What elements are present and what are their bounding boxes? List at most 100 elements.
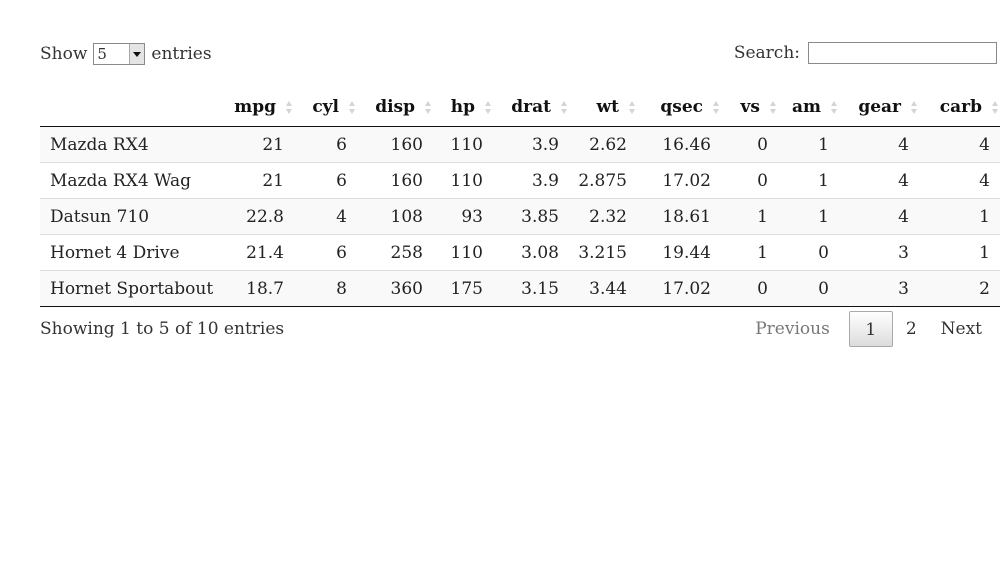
page-button-1[interactable]: 1 bbox=[849, 311, 893, 347]
search-filter: Search: bbox=[734, 42, 997, 64]
table-info: Showing 1 to 5 of 10 entries bbox=[40, 319, 284, 339]
cell-qsec: 16.46 bbox=[637, 127, 721, 163]
cell-disp: 160 bbox=[357, 163, 433, 199]
row-name-cell: Mazda RX4 Wag bbox=[40, 163, 228, 199]
column-header-label: mpg bbox=[234, 97, 286, 117]
sort-icon bbox=[629, 101, 636, 115]
row-name-cell: Hornet Sportabout bbox=[40, 271, 228, 307]
cell-mpg: 22.8 bbox=[228, 199, 294, 235]
page-length-select[interactable]: 5 bbox=[93, 43, 145, 65]
table-row: Mazda RX4 Wag 21 6 160 110 3.9 2.875 17.02 0 1 4 4 bbox=[40, 163, 1000, 199]
column-header-label: wt bbox=[597, 97, 630, 117]
column-header-label: am bbox=[792, 97, 831, 117]
column-header-qsec[interactable]: qsec bbox=[637, 88, 721, 127]
table-row: Mazda RX4 21 6 160 110 3.9 2.62 16.46 0 1 4 4 bbox=[40, 127, 1000, 163]
cell-drat: 3.08 bbox=[493, 235, 569, 271]
cell-wt: 2.62 bbox=[569, 127, 637, 163]
next-button[interactable]: Next bbox=[930, 311, 1000, 347]
cell-am: 1 bbox=[778, 163, 839, 199]
pagination: Previous 1 2 Next bbox=[744, 311, 1000, 347]
previous-button[interactable]: Previous bbox=[744, 311, 841, 347]
datatable-wrapper: Show 5 entries Search: mpg cyl disp hp drat w… bbox=[40, 40, 1000, 351]
cell-hp: 110 bbox=[433, 163, 493, 199]
cell-gear: 4 bbox=[839, 163, 919, 199]
length-prefix: Show bbox=[40, 44, 87, 64]
cell-carb: 2 bbox=[919, 271, 1000, 307]
column-header-gear[interactable]: gear bbox=[839, 88, 919, 127]
length-menu: Show 5 entries bbox=[40, 43, 212, 65]
column-header-label: vs bbox=[741, 97, 770, 117]
cell-disp: 160 bbox=[357, 127, 433, 163]
column-header-mpg[interactable]: mpg bbox=[228, 88, 294, 127]
cell-hp: 93 bbox=[433, 199, 493, 235]
cell-vs: 0 bbox=[721, 163, 778, 199]
table-row: Hornet Sportabout 18.7 8 360 175 3.15 3.44 17.0… bbox=[40, 271, 1000, 307]
cell-carb: 1 bbox=[919, 235, 1000, 271]
column-header-am[interactable]: am bbox=[778, 88, 839, 127]
cell-cyl: 8 bbox=[294, 271, 357, 307]
column-header-disp[interactable]: disp bbox=[357, 88, 433, 127]
cell-disp: 108 bbox=[357, 199, 433, 235]
cell-cyl: 6 bbox=[294, 163, 357, 199]
column-header-drat[interactable]: drat bbox=[493, 88, 569, 127]
cell-drat: 3.9 bbox=[493, 127, 569, 163]
dropdown-arrow-icon[interactable] bbox=[129, 44, 144, 64]
cell-am: 1 bbox=[778, 199, 839, 235]
column-header-carb[interactable]: carb bbox=[919, 88, 1000, 127]
column-header-label: carb bbox=[940, 97, 992, 117]
table-controls: Show 5 entries Search: bbox=[40, 40, 1000, 88]
search-label: Search: bbox=[734, 43, 800, 63]
page-length-value: 5 bbox=[97, 45, 107, 63]
cell-disp: 258 bbox=[357, 235, 433, 271]
cell-gear: 4 bbox=[839, 127, 919, 163]
cell-drat: 3.15 bbox=[493, 271, 569, 307]
cell-gear: 3 bbox=[839, 271, 919, 307]
sort-icon bbox=[770, 101, 777, 115]
table-row: Hornet 4 Drive 21.4 6 258 110 3.08 3.215 19.44 1… bbox=[40, 235, 1000, 271]
cell-hp: 110 bbox=[433, 127, 493, 163]
cell-drat: 3.9 bbox=[493, 163, 569, 199]
cell-drat: 3.85 bbox=[493, 199, 569, 235]
table-header-row: mpg cyl disp hp drat wt qsec vs am gear carb bbox=[40, 88, 1000, 127]
cell-mpg: 21 bbox=[228, 127, 294, 163]
length-suffix: entries bbox=[151, 44, 211, 64]
cell-hp: 110 bbox=[433, 235, 493, 271]
cell-qsec: 19.44 bbox=[637, 235, 721, 271]
row-name-cell: Mazda RX4 bbox=[40, 127, 228, 163]
cell-mpg: 21 bbox=[228, 163, 294, 199]
cell-vs: 1 bbox=[721, 235, 778, 271]
cell-gear: 4 bbox=[839, 199, 919, 235]
sort-icon bbox=[425, 101, 432, 115]
sort-icon bbox=[349, 101, 356, 115]
cell-wt: 2.875 bbox=[569, 163, 637, 199]
row-name-cell: Datsun 710 bbox=[40, 199, 228, 235]
cell-qsec: 17.02 bbox=[637, 271, 721, 307]
column-header-label: cyl bbox=[312, 97, 349, 117]
cell-wt: 3.215 bbox=[569, 235, 637, 271]
column-header-label: drat bbox=[511, 97, 561, 117]
search-input[interactable] bbox=[808, 42, 997, 64]
cell-am: 1 bbox=[778, 127, 839, 163]
column-header-vs[interactable]: vs bbox=[721, 88, 778, 127]
column-header-hp[interactable]: hp bbox=[433, 88, 493, 127]
cell-cyl: 6 bbox=[294, 127, 357, 163]
cell-am: 0 bbox=[778, 235, 839, 271]
cell-mpg: 21.4 bbox=[228, 235, 294, 271]
cell-cyl: 4 bbox=[294, 199, 357, 235]
cell-vs: 0 bbox=[721, 127, 778, 163]
sort-icon bbox=[561, 101, 568, 115]
cell-cyl: 6 bbox=[294, 235, 357, 271]
column-header-label: disp bbox=[375, 97, 425, 117]
cell-vs: 0 bbox=[721, 271, 778, 307]
cell-gear: 3 bbox=[839, 235, 919, 271]
data-table: mpg cyl disp hp drat wt qsec vs am gear carb Mazda… bbox=[40, 88, 1000, 307]
column-header-label: hp bbox=[451, 97, 485, 117]
cell-wt: 3.44 bbox=[569, 271, 637, 307]
column-header-label: gear bbox=[858, 97, 911, 117]
column-header-wt[interactable]: wt bbox=[569, 88, 637, 127]
cell-wt: 2.32 bbox=[569, 199, 637, 235]
sort-icon bbox=[286, 101, 293, 115]
table-body: Mazda RX4 21 6 160 110 3.9 2.62 16.46 0 1 4 4 Mazda … bbox=[40, 127, 1000, 307]
page-button-2[interactable]: 2 bbox=[893, 311, 930, 347]
column-header-cyl[interactable]: cyl bbox=[294, 88, 357, 127]
